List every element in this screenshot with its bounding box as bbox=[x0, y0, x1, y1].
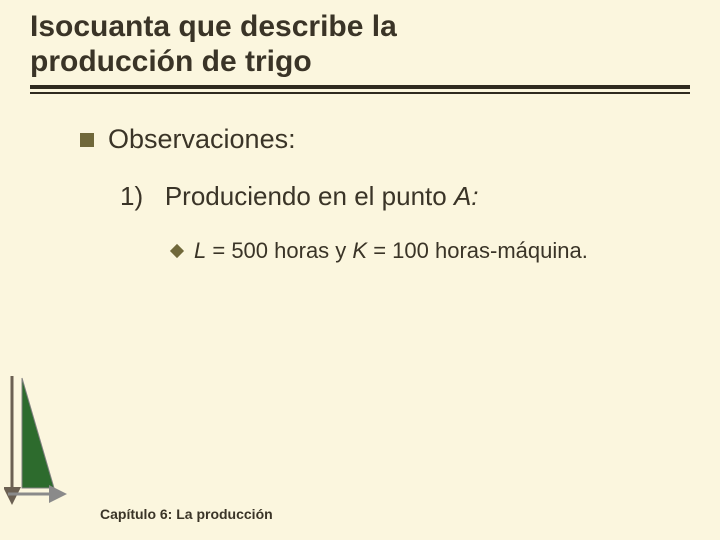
l3-mid: = 500 horas y bbox=[206, 238, 352, 263]
bullet-level-3: L = 500 horas y K = 100 horas-máquina. bbox=[80, 238, 680, 264]
diamond-bullet-icon bbox=[170, 244, 184, 258]
l3-italic-l: L bbox=[194, 238, 206, 263]
footer-text: Capítulo 6: La producción bbox=[100, 506, 273, 522]
l3-italic-k: K bbox=[352, 238, 367, 263]
slide: Isocuanta que describe la producción de … bbox=[0, 0, 720, 540]
level2-text-a: Produciendo en el punto bbox=[165, 181, 454, 211]
bullet-level-2: 1) Produciendo en el punto A: bbox=[80, 181, 680, 212]
level3-text: L = 500 horas y K = 100 horas-máquina. bbox=[194, 238, 588, 264]
bullet-level-1: Observaciones: bbox=[80, 124, 680, 155]
rule-thick bbox=[30, 85, 690, 89]
title-line-1: Isocuanta que describe la bbox=[30, 10, 690, 45]
level2-prefix: 1) bbox=[120, 181, 143, 211]
title-block: Isocuanta que describe la producción de … bbox=[30, 10, 690, 79]
level1-text: Observaciones: bbox=[108, 124, 296, 155]
content-area: Observaciones: 1) Produciendo en el punt… bbox=[30, 94, 690, 264]
level2-italic: A: bbox=[454, 181, 479, 211]
square-bullet-icon bbox=[80, 133, 94, 147]
title-line-2: producción de trigo bbox=[30, 45, 690, 80]
corner-decorative-graphic bbox=[4, 376, 74, 506]
triangle-shape bbox=[22, 378, 54, 488]
l3-end: = 100 horas-máquina. bbox=[367, 238, 588, 263]
